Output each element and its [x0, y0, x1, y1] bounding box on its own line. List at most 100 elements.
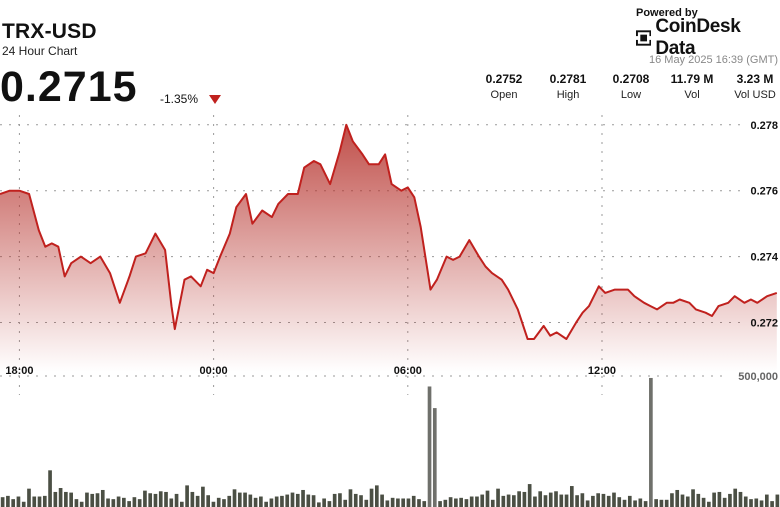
current-price: 0.2715 — [0, 63, 138, 111]
volume-bar — [738, 491, 743, 507]
price-area-fill — [0, 124, 777, 372]
time-tick-label: 06:00 — [394, 365, 422, 377]
volume-bar — [201, 486, 205, 507]
volume-bar — [90, 493, 95, 507]
volume-bar — [649, 377, 653, 507]
volume-bar — [712, 492, 716, 507]
volume-bar — [475, 496, 479, 507]
volume-bar — [754, 498, 759, 507]
volume-bar — [717, 491, 722, 507]
volume-bar — [438, 501, 442, 507]
volume-bar — [548, 492, 553, 507]
volume-bar — [380, 494, 384, 507]
volume-bar — [749, 499, 753, 507]
volume-bar — [185, 485, 189, 507]
volume-bar — [617, 497, 622, 507]
volume-bar — [517, 491, 521, 507]
volume-bar — [132, 497, 137, 507]
volume-bar — [264, 501, 268, 507]
volume-bar — [496, 488, 500, 507]
volume-bar — [290, 492, 295, 507]
volume-bar — [411, 495, 416, 507]
volume-bar — [659, 499, 664, 507]
volume-bar — [664, 499, 669, 507]
volume-bar — [137, 499, 142, 507]
volume-bar — [369, 488, 374, 507]
volume-bar — [332, 493, 337, 507]
volume-bar — [643, 501, 648, 507]
volume-bar — [27, 488, 31, 507]
volume-bar — [512, 495, 516, 507]
volume-bar — [69, 492, 73, 507]
volume-bar — [722, 497, 727, 507]
price-tick-label: 0.276 — [750, 186, 778, 198]
volume-bar — [538, 491, 543, 507]
volume-bar — [179, 501, 184, 507]
volume-bar — [696, 493, 701, 507]
volume-bar — [459, 497, 463, 507]
stat-vol: 11.79 M Vol — [664, 72, 720, 101]
volume-bar — [216, 497, 221, 507]
volume-bar — [701, 497, 706, 507]
volume-bar — [559, 494, 564, 507]
volume-bar — [633, 500, 637, 507]
volume-bar — [169, 498, 174, 507]
price-tick-label: 0.278 — [750, 120, 778, 132]
volume-bar — [427, 386, 432, 507]
stat-value: 0.2781 — [549, 72, 587, 86]
volume-bar — [522, 491, 527, 507]
volume-bar — [353, 493, 358, 507]
time-tick-label: 18:00 — [5, 365, 33, 377]
volume-bar — [164, 491, 168, 507]
volume-bar — [680, 494, 685, 507]
volume-bar — [11, 499, 16, 507]
volume-bar — [222, 499, 226, 507]
volume-bar — [685, 496, 690, 507]
volume-bar — [764, 494, 769, 507]
volume-bar — [311, 495, 316, 507]
volume-bar — [591, 495, 595, 507]
time-tick-label: 12:00 — [588, 365, 616, 377]
volume-bar — [422, 501, 427, 507]
volume-bar — [554, 491, 558, 507]
down-arrow-icon — [209, 95, 221, 104]
volume-bar — [148, 493, 153, 507]
volume-bar — [116, 496, 121, 507]
brand-name: CoinDesk Data — [655, 16, 741, 59]
volume-bar — [58, 488, 63, 507]
volume-bar — [401, 498, 406, 507]
volume-bar — [622, 499, 627, 507]
stat-low: 0.2708 Low — [609, 72, 653, 101]
volume-bar — [143, 490, 147, 507]
volume-bar — [728, 493, 732, 507]
volume-bar — [501, 495, 506, 507]
volume-bar — [122, 497, 126, 507]
volume-bar — [322, 498, 326, 507]
stat-value: 11.79 M — [670, 72, 714, 86]
volume-bar — [79, 501, 84, 507]
price-change: -1.35% — [160, 92, 199, 106]
volume-bar — [485, 490, 490, 507]
volume-bar — [106, 498, 110, 507]
volume-bar — [743, 496, 748, 507]
volume-bar — [390, 497, 395, 507]
pair-title: TRX-USD — [2, 20, 97, 43]
volume-bar — [348, 489, 353, 507]
volume-bar — [100, 489, 105, 507]
volume-bar — [174, 493, 179, 507]
volume-bar — [612, 492, 616, 507]
volume-bar — [464, 499, 469, 507]
volume-bar — [601, 493, 606, 507]
stat-vol-usd: 3.23 M Vol USD — [730, 72, 780, 101]
volume-bar — [707, 501, 711, 507]
volume-bar — [596, 493, 601, 507]
stat-value: 3.23 M — [736, 72, 774, 86]
volume-bar — [480, 494, 485, 507]
stat-value: 0.2752 — [485, 72, 523, 86]
volume-bar — [259, 496, 263, 507]
volume-bar — [153, 493, 158, 507]
stat-label: Vol USD — [734, 89, 776, 101]
volume-bar — [158, 491, 163, 507]
volume-bar — [37, 496, 42, 507]
